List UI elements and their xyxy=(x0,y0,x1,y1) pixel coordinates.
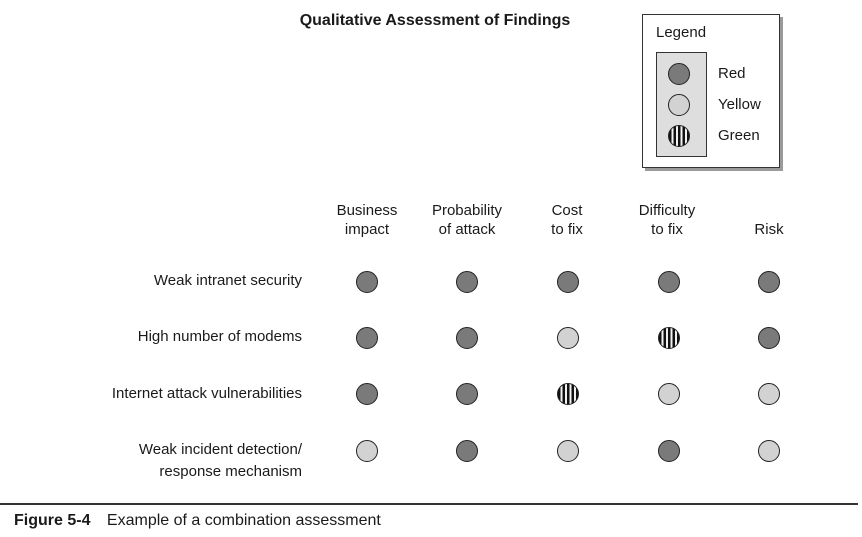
row-label-weak-incident-detection: Weak incident detection/ response mechan… xyxy=(139,439,302,483)
figure-caption: Figure 5-4 Example of a combination asse… xyxy=(14,512,381,530)
legend: Legend Red Yellow Green xyxy=(642,14,780,168)
column-header-line: to fix xyxy=(651,221,683,238)
red-rating-icon xyxy=(356,383,378,405)
red-rating-icon xyxy=(456,440,478,462)
column-header-probability-of-attack: Probability of attack xyxy=(412,201,522,239)
red-rating-icon xyxy=(658,440,680,462)
column-header-difficulty-to-fix: Difficulty to fix xyxy=(612,201,722,239)
legend-title: Legend xyxy=(656,24,707,41)
yellow-rating-icon xyxy=(658,383,680,405)
red-rating-icon xyxy=(456,271,478,293)
legend-item-green: Green xyxy=(643,125,779,149)
legend-label-red: Red xyxy=(718,65,746,82)
column-header-line: Probability xyxy=(431,202,503,219)
column-header-line: of attack xyxy=(438,221,496,238)
row-label-line: Weak intranet security xyxy=(153,272,302,289)
legend-label-green: Green xyxy=(718,127,760,144)
row-label-internet-attack-vulnerabilities: Internet attack vulnerabilities xyxy=(112,383,302,405)
column-header-line: Risk xyxy=(754,221,784,238)
figure-number: Figure 5-4 xyxy=(14,512,91,529)
caption-rule xyxy=(0,503,858,505)
red-rating-icon xyxy=(557,271,579,293)
yellow-rating-icon xyxy=(758,383,780,405)
yellow-rating-icon xyxy=(668,94,690,116)
red-rating-icon xyxy=(668,63,690,85)
red-rating-icon xyxy=(456,383,478,405)
green-rating-icon xyxy=(658,327,680,349)
row-label-line: Weak incident detection/ xyxy=(138,441,302,458)
column-header-business-impact: Business impact xyxy=(312,201,422,239)
column-header-line xyxy=(714,201,824,220)
red-rating-icon xyxy=(758,271,780,293)
legend-label-yellow: Yellow xyxy=(718,96,761,113)
column-header-line: Business xyxy=(336,202,398,219)
column-header-line: to fix xyxy=(551,221,583,238)
row-label-line: Internet attack vulnerabilities xyxy=(111,385,302,402)
yellow-rating-icon xyxy=(356,440,378,462)
column-header-line: impact xyxy=(344,221,390,238)
green-rating-icon xyxy=(557,383,579,405)
red-rating-icon xyxy=(758,327,780,349)
column-header-risk: Risk xyxy=(714,201,824,239)
red-rating-icon xyxy=(456,327,478,349)
green-rating-icon xyxy=(668,125,690,147)
yellow-rating-icon xyxy=(557,440,579,462)
row-label-line: response mechanism xyxy=(159,463,302,480)
column-header-line: Cost xyxy=(551,202,583,219)
row-label-weak-intranet-security: Weak intranet security xyxy=(154,270,302,292)
yellow-rating-icon xyxy=(758,440,780,462)
row-label-high-number-of-modems: High number of modems xyxy=(138,326,302,348)
row-label-line: High number of modems xyxy=(137,328,302,345)
figure-caption-text: Example of a combination assessment xyxy=(106,512,381,529)
column-header-cost-to-fix: Cost to fix xyxy=(512,201,622,239)
legend-item-yellow: Yellow xyxy=(643,94,779,118)
red-rating-icon xyxy=(356,327,378,349)
red-rating-icon xyxy=(658,271,680,293)
legend-item-red: Red xyxy=(643,63,779,87)
diagram-title: Qualitative Assessment of Findings xyxy=(299,12,571,29)
red-rating-icon xyxy=(356,271,378,293)
yellow-rating-icon xyxy=(557,327,579,349)
column-header-line: Difficulty xyxy=(638,202,696,219)
